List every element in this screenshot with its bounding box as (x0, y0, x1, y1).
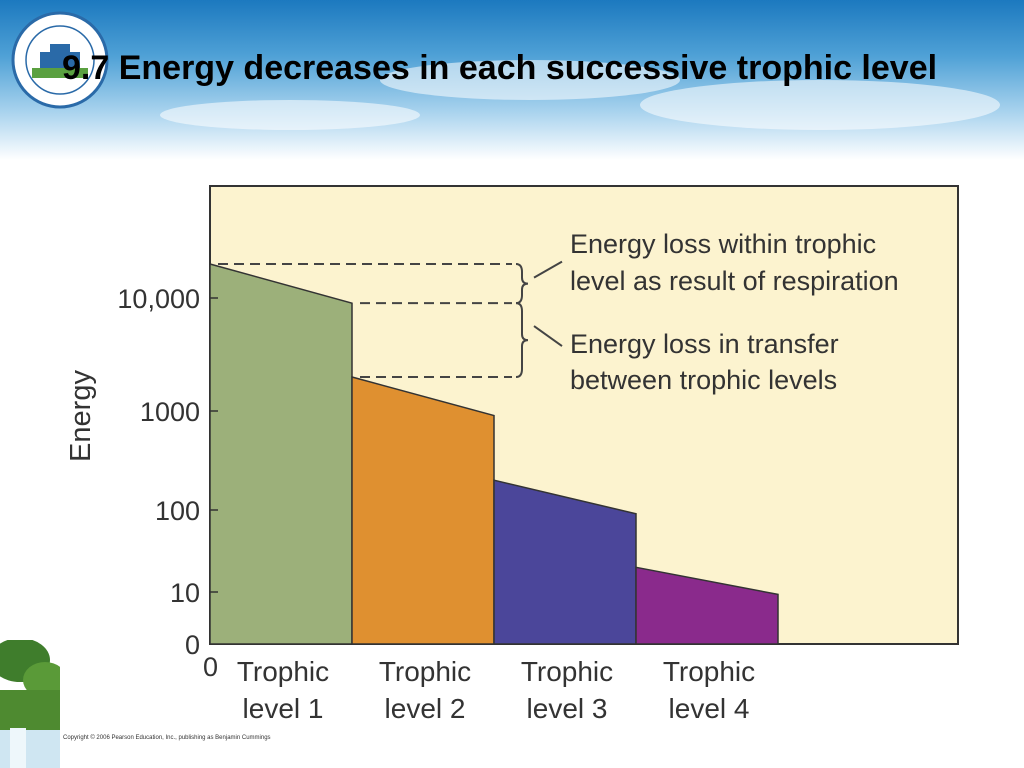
slide-title: 9.7 Energy decreases in each successive … (62, 49, 938, 87)
x-category-label: Trophic (379, 656, 471, 687)
annotation-leader-line (533, 260, 563, 279)
y-tick-label: 10,000 (117, 284, 200, 314)
bar-trophic-level-2 (351, 376, 495, 645)
brace-transfer-loss (515, 302, 529, 378)
waterfall-scenery-image (0, 640, 60, 768)
y-tick-label: 0 (185, 630, 200, 660)
annotation-text: between trophic levels (570, 365, 837, 395)
x-category-label: Trophic (237, 656, 329, 687)
x-category-label: level 1 (243, 693, 324, 724)
x-category-label: Trophic (663, 656, 755, 687)
bar-trophic-level-1 (209, 262, 353, 645)
y-tick-label: 1000 (140, 397, 200, 427)
bar-trophic-level-4 (635, 566, 779, 645)
x-origin-label: 0 (203, 652, 218, 682)
y-tick-label: 100 (155, 496, 200, 526)
x-category-label: level 3 (527, 693, 608, 724)
header-sky-banner (0, 0, 1024, 160)
brace-respiration-loss (515, 262, 529, 305)
university-logo (11, 11, 109, 109)
y-tick-label: 10 (170, 578, 200, 608)
x-category-label: level 4 (669, 693, 750, 724)
annotation-leader-line (533, 325, 563, 347)
annotation-text: level as result of respiration (570, 266, 899, 296)
x-category-label: Trophic (521, 656, 613, 687)
x-category-label: level 2 (385, 693, 466, 724)
copyright-notice: Copyright © 2006 Pearson Education, Inc.… (63, 735, 271, 741)
annotation-text: Energy loss within trophic (570, 229, 876, 259)
annotation-text: Energy loss in transfer (570, 329, 839, 359)
y-axis-label: Energy (65, 370, 97, 462)
